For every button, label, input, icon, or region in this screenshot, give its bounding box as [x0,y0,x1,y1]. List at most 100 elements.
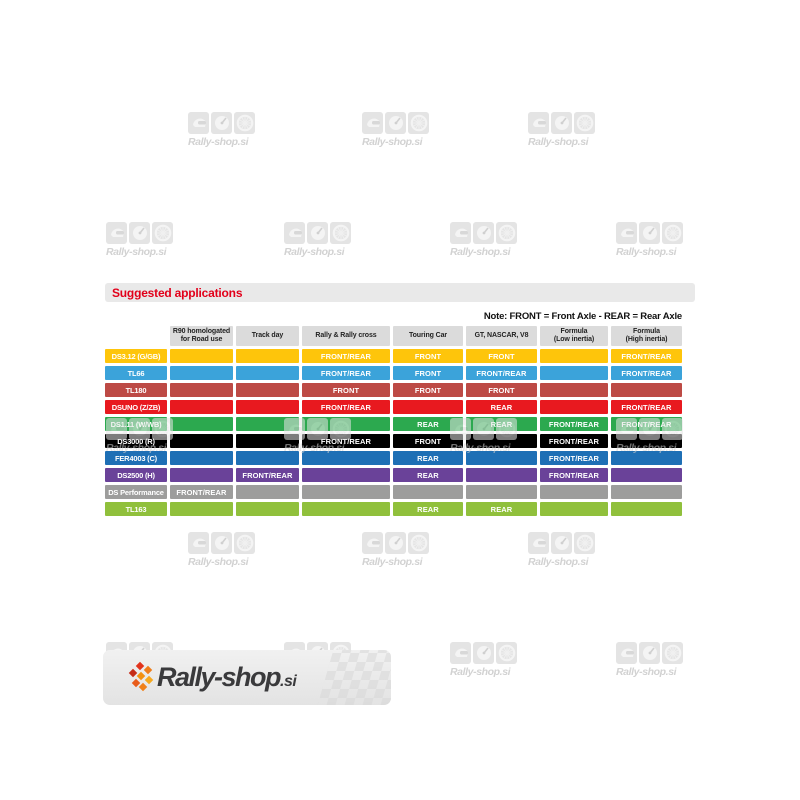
application-cell: FRONT/REAR [302,434,390,448]
gauge-icon [211,532,232,554]
application-cell: FRONT/REAR [302,349,390,363]
application-cell [170,434,233,448]
application-cell: FRONT [466,349,537,363]
gauge-icon [473,222,494,244]
rally-shop-watermark: Rally-shop.si [362,532,434,568]
application-cell: FRONT/REAR [611,366,682,380]
watermark-text: Rally-shop.si [188,556,249,568]
watermark-text: Rally-shop.si [362,556,423,568]
watermark-text: Rally-shop.si [528,136,589,148]
application-cell [611,485,682,499]
rally-shop-watermark: Rally-shop.si [616,642,688,678]
row-label: DS1.11 (W/WB) [105,417,167,431]
row-label: TL163 [105,502,167,516]
helmet-icon [362,532,383,554]
wheel-icon [408,532,429,554]
rally-shop-watermark: Rally-shop.si [188,112,260,148]
gauge-icon [639,222,660,244]
application-cell: FRONT/REAR [611,349,682,363]
application-cell: FRONT [466,383,537,397]
axle-note: Note: FRONT = Front Axle - REAR = Rear A… [483,311,682,322]
row-label: DS3000 (R) [105,434,167,448]
checkered-flag-pattern [314,650,391,705]
gauge-icon [473,642,494,664]
application-cell: FRONT [393,366,463,380]
watermark-text: Rally-shop.si [284,246,345,258]
application-cell [466,451,537,465]
application-cell [540,485,608,499]
application-cell: REAR [466,400,537,414]
table-row: TL66 FRONT/REAR FRONT FRONT/REAR FRONT/REAR [105,366,685,380]
column-header: Formula (High inertia) [611,326,682,346]
application-cell [540,349,608,363]
rally-shop-logo-bar: Rally-shop.si [103,650,391,705]
application-cell: FRONT/REAR [611,417,682,431]
gauge-icon [211,112,232,134]
rally-shop-wordmark: Rally-shop.si [157,662,297,693]
application-cell: REAR [393,502,463,516]
application-cell: FRONT/REAR [236,468,299,482]
helmet-icon [528,112,549,134]
gauge-icon [551,112,572,134]
wheel-icon [496,642,517,664]
application-cell [236,383,299,397]
application-cell [466,468,537,482]
application-cell [611,468,682,482]
application-cell [170,451,233,465]
application-cell: FRONT/REAR [302,366,390,380]
application-cell [302,451,390,465]
application-cell [611,434,682,448]
rally-shop-watermark: Rally-shop.si [450,222,522,258]
table-row: DS2500 (H) FRONT/REAR REAR FRONT/REAR [105,468,685,482]
application-cell [393,485,463,499]
column-header: R90 homologated for Road use [170,326,233,346]
helmet-icon [188,532,209,554]
wheel-icon [152,222,173,244]
helmet-icon [106,222,127,244]
watermark-text: Rally-shop.si [106,246,167,258]
rally-shop-watermark: Rally-shop.si [616,222,688,258]
application-cell [236,417,299,431]
application-cell [540,383,608,397]
watermark-text: Rally-shop.si [528,556,589,568]
application-cell [302,485,390,499]
helmet-icon [450,222,471,244]
section-title-bar: Suggested applications [105,283,695,302]
application-cell: FRONT/REAR [302,400,390,414]
rally-shop-watermark: Rally-shop.si [362,112,434,148]
helmet-icon [284,222,305,244]
column-header: Formula (Low inertia) [540,326,608,346]
application-cell [170,383,233,397]
wheel-icon [662,642,683,664]
application-cell [393,400,463,414]
helmet-icon [616,222,637,244]
wheel-icon [330,222,351,244]
application-cell [540,366,608,380]
table-row: DS3.12 (G/GB) FRONT/REAR FRONT FRONT FRONT/R… [105,349,685,363]
application-cell: REAR [393,451,463,465]
application-cell: REAR [393,417,463,431]
helmet-icon [188,112,209,134]
row-label: TL180 [105,383,167,397]
application-cell: FRONT [393,434,463,448]
rally-shop-watermark: Rally-shop.si [188,532,260,568]
header-spacer [105,326,167,346]
column-header: Track day [236,326,299,346]
application-cell [170,349,233,363]
application-cell [302,502,390,516]
application-cell: FRONT/REAR [540,417,608,431]
column-header: Rally & Rally cross [302,326,390,346]
table-row: FER4003 (C) REAR FRONT/REAR [105,451,685,465]
watermark-text: Rally-shop.si [616,246,677,258]
rally-shop-watermark: Rally-shop.si [450,642,522,678]
application-cell [540,400,608,414]
application-cell [236,349,299,363]
gauge-icon [639,642,660,664]
wheel-icon [574,532,595,554]
application-cell: FRONT/REAR [540,434,608,448]
application-cell [466,485,537,499]
gauge-icon [551,532,572,554]
application-cell [302,468,390,482]
application-cell: FRONT [393,349,463,363]
